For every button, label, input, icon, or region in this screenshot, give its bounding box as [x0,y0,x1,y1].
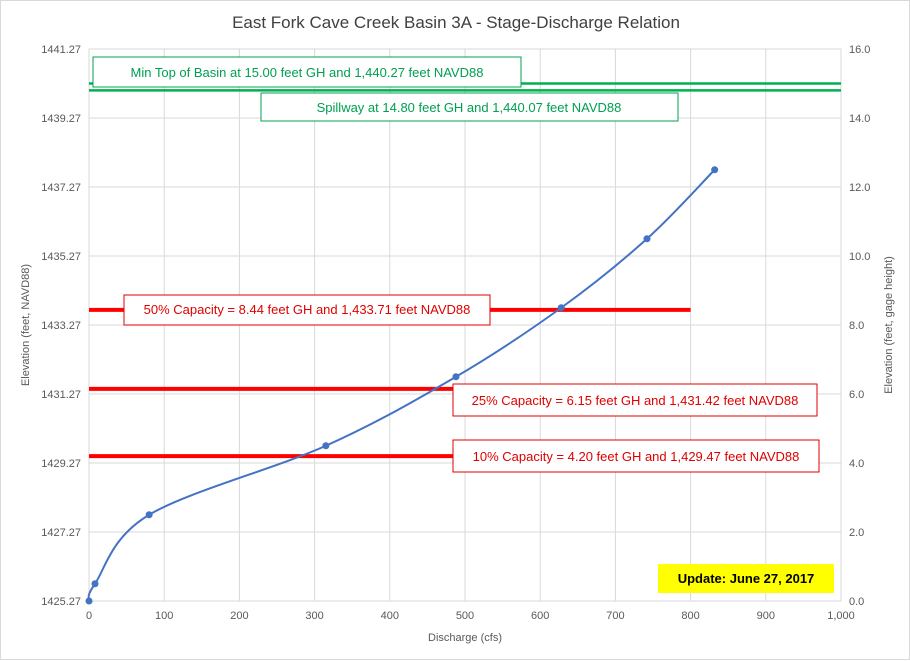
y-right-tick-label: 16.0 [849,44,870,56]
x-tick-label: 0 [86,610,92,622]
y-right-tick-label: 6.0 [849,389,864,401]
data-point [85,597,93,605]
x-axis-ticks: 0 100 200 300 400 500 600 700 800 900 1,000 [86,610,855,622]
y-left-axis-label: Elevation (feet, NAVD88) [20,264,32,386]
y-right-axis-label: Elevation (feet, gage height) [883,256,895,394]
update-note: Update: June 27, 2017 [658,564,834,593]
x-axis-label: Discharge (cfs) [428,632,502,644]
annotation-25-capacity: 25% Capacity = 6.15 feet GH and 1,431.42… [452,383,818,417]
data-point [322,442,330,450]
y-left-axis-ticks: 1425.27 1427.27 1429.27 1431.27 1433.27 1435.… [41,44,81,608]
annotation-10-capacity: 10% Capacity = 4.20 feet GH and 1,429.47… [452,439,820,473]
x-tick-label: 400 [381,610,399,622]
y-right-axis-ticks: 0.0 2.0 4.0 6.0 8.0 10.0 12.0 14.0 16.0 [849,44,870,608]
annotation-min-top-of-basin: Min Top of Basin at 15.00 feet GH and 1,… [92,56,522,88]
data-series [85,166,719,605]
x-tick-label: 700 [606,610,624,622]
x-tick-label: 500 [456,610,474,622]
y-left-tick-label: 1439.27 [41,113,81,125]
y-right-tick-label: 10.0 [849,251,870,263]
x-tick-label: 1,000 [827,610,855,622]
data-point [145,511,153,519]
annotation-25-text: 25% Capacity = 6.15 feet GH and 1,431.42… [472,393,799,408]
data-point [711,166,719,174]
y-right-tick-label: 8.0 [849,320,864,332]
x-tick-label: 200 [230,610,248,622]
y-right-tick-label: 14.0 [849,113,870,125]
update-note-text: Update: June 27, 2017 [678,571,815,586]
data-point [91,580,99,588]
x-tick-label: 800 [681,610,699,622]
annotation-spillway-text: Spillway at 14.80 feet GH and 1,440.07 f… [317,100,622,115]
chart-title: East Fork Cave Creek Basin 3A - Stage-Di… [232,13,680,32]
data-point [452,373,460,381]
annotation-spillway: Spillway at 14.80 feet GH and 1,440.07 f… [260,92,679,122]
x-tick-label: 900 [757,610,775,622]
y-left-tick-label: 1433.27 [41,320,81,332]
y-left-tick-label: 1437.27 [41,182,81,194]
y-left-tick-label: 1425.27 [41,596,81,608]
x-tick-label: 600 [531,610,549,622]
annotation-50-text: 50% Capacity = 8.44 feet GH and 1,433.71… [144,302,471,317]
x-tick-label: 100 [155,610,173,622]
y-right-tick-label: 12.0 [849,182,870,194]
y-right-tick-label: 4.0 [849,458,864,470]
y-left-tick-label: 1441.27 [41,44,81,56]
series-line [87,169,716,602]
data-point [557,304,565,312]
y-left-tick-label: 1431.27 [41,389,81,401]
y-left-tick-label: 1429.27 [41,458,81,470]
y-left-tick-label: 1427.27 [41,527,81,539]
y-right-tick-label: 2.0 [849,527,864,539]
annotation-min-top-text: Min Top of Basin at 15.00 feet GH and 1,… [131,65,484,80]
x-tick-label: 300 [305,610,323,622]
data-point [643,235,651,243]
y-right-tick-label: 0.0 [849,596,864,608]
annotation-10-text: 10% Capacity = 4.20 feet GH and 1,429.47… [473,449,800,464]
y-left-tick-label: 1435.27 [41,251,81,263]
annotation-50-capacity: 50% Capacity = 8.44 feet GH and 1,433.71… [123,294,491,326]
